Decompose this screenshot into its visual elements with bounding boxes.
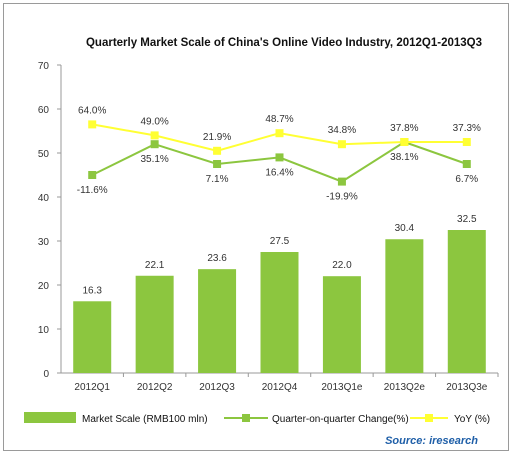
yoy-point <box>275 129 284 138</box>
legend-marker-qoq <box>242 414 250 422</box>
bars <box>73 230 486 373</box>
bar-value-label: 30.4 <box>395 223 415 234</box>
chart-frame: Quarterly Market Scale of China's Online… <box>3 3 509 451</box>
bar-value-label: 22.0 <box>332 260 352 271</box>
x-tick-label: 2012Q2 <box>137 382 173 393</box>
qoq-label: 16.4% <box>265 167 293 178</box>
yoy-label: 37.3% <box>453 123 481 134</box>
yoy-label: 37.8% <box>390 123 418 134</box>
x-tick-label: 2013Q1e <box>321 382 363 393</box>
qoq-point <box>88 171 97 179</box>
bar <box>73 301 112 373</box>
legend-swatch-bar <box>24 412 76 423</box>
x-tick-label: 2012Q4 <box>262 382 298 393</box>
qoq-label: 38.1% <box>390 152 418 163</box>
bar-value-label: 16.3 <box>82 285 102 296</box>
x-tick-label: 2013Q2e <box>384 382 426 393</box>
qoq-label: 35.1% <box>140 154 168 165</box>
qoq-point <box>337 177 346 186</box>
chart-title: Quarterly Market Scale of China's Online… <box>86 37 482 49</box>
bar-value-label: 32.5 <box>457 214 477 225</box>
y-tick-label: 50 <box>38 149 50 160</box>
chart-svg: Quarterly Market Scale of China's Online… <box>24 37 499 447</box>
bar <box>322 276 361 373</box>
yoy-point <box>337 140 346 149</box>
x-tick-label: 2012Q1 <box>74 382 110 393</box>
data-labels: 16.3 22.1 23.6 27.5 22.0 30.4 32.5 -11.6% 35.1% 7… <box>77 105 481 296</box>
qoq-label: -11.6% <box>77 185 108 196</box>
legend-label-qoq: Quarter-on-quarter Change(%) <box>272 414 409 425</box>
x-tick-label: 2012Q3 <box>199 382 235 393</box>
source-note: Source: iresearch <box>385 435 478 447</box>
legend-marker-yoy <box>425 414 433 422</box>
qoq-point <box>462 160 471 168</box>
x-tick-label: 2013Q3e <box>446 382 488 393</box>
qoq-point <box>213 160 222 168</box>
bar <box>135 275 174 373</box>
qoq-label: 6.7% <box>455 174 478 185</box>
legend-label-yoy: YoY (%) <box>454 414 490 425</box>
y-tick-label: 30 <box>38 237 50 248</box>
yoy-point <box>462 138 471 146</box>
qoq-point <box>150 140 159 149</box>
axes: 0 10 20 30 40 50 60 70 2012Q1 2012Q2 2012Q3 2012Q4 2… <box>38 61 499 393</box>
bar <box>447 230 486 373</box>
yoy-point <box>88 120 97 129</box>
y-tick-label: 60 <box>38 105 50 116</box>
bar <box>260 252 299 373</box>
qoq-label: 7.1% <box>206 174 229 185</box>
qoq-label: -19.9% <box>326 192 358 203</box>
y-tick-label: 20 <box>38 281 50 292</box>
yoy-point <box>213 146 222 155</box>
yoy-label: 64.0% <box>78 105 106 116</box>
bar-value-label: 22.1 <box>145 260 165 271</box>
lines <box>88 120 471 186</box>
yoy-point <box>150 131 159 140</box>
y-tick-label: 0 <box>43 369 49 380</box>
y-tick-label: 70 <box>38 61 50 72</box>
yoy-label: 49.0% <box>140 116 168 127</box>
y-tick-label: 10 <box>38 325 50 336</box>
qoq-point <box>275 153 284 162</box>
legend-label-market-scale: Market Scale (RMB100 mln) <box>82 414 208 425</box>
yoy-label: 34.8% <box>328 125 356 136</box>
legend: Market Scale (RMB100 mln) Quarter-on-quar… <box>24 412 490 425</box>
bar-value-label: 23.6 <box>207 253 227 264</box>
bar-value-label: 27.5 <box>270 236 290 247</box>
yoy-label: 21.9% <box>203 132 231 143</box>
y-tick-label: 40 <box>38 193 50 204</box>
yoy-label: 48.7% <box>265 114 293 125</box>
yoy-point <box>400 138 409 146</box>
bar <box>385 239 424 373</box>
bar <box>198 269 237 373</box>
